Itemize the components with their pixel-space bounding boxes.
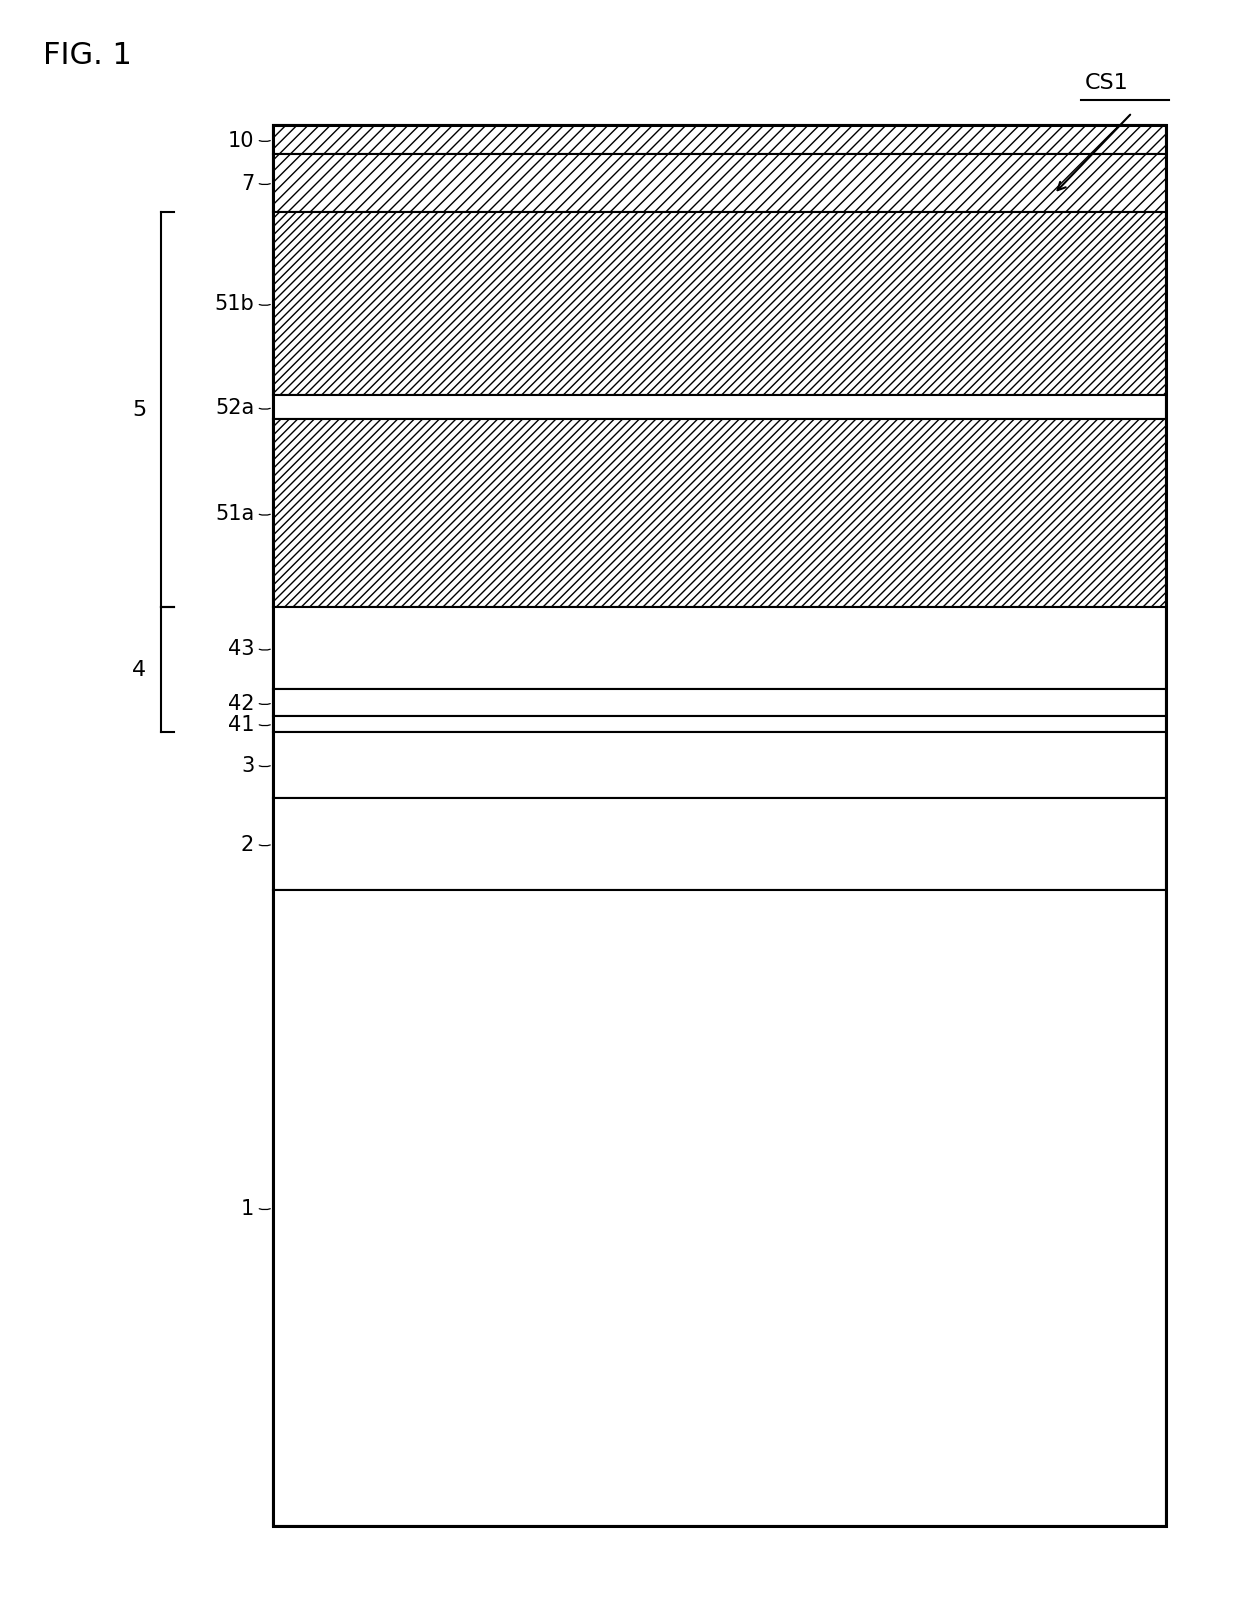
Text: 4: 4 (133, 661, 146, 680)
Bar (273, 799, 1166, 889)
Bar (273, 716, 1166, 732)
Bar (273, 127, 1166, 1526)
Bar (273, 213, 1166, 396)
Text: CS1: CS1 (1085, 73, 1128, 93)
Text: 10: 10 (228, 130, 254, 151)
Bar (273, 154, 1166, 213)
Bar (273, 127, 1166, 154)
Text: 41: 41 (228, 714, 254, 734)
Text: FIG. 1: FIG. 1 (43, 41, 133, 70)
Text: 5: 5 (133, 401, 146, 420)
Bar (273, 396, 1166, 420)
Bar (273, 732, 1166, 799)
Text: 2: 2 (241, 834, 254, 854)
Bar (273, 889, 1166, 1526)
Bar (273, 609, 1166, 690)
Text: 43: 43 (228, 639, 254, 659)
Text: 51b: 51b (215, 294, 254, 315)
Bar (273, 420, 1166, 609)
Text: 3: 3 (241, 755, 254, 776)
Bar (273, 690, 1166, 716)
Text: 7: 7 (241, 174, 254, 193)
Text: 42: 42 (228, 693, 254, 712)
Text: 52a: 52a (215, 398, 254, 419)
Text: 51a: 51a (215, 503, 254, 524)
Text: 1: 1 (241, 1198, 254, 1217)
